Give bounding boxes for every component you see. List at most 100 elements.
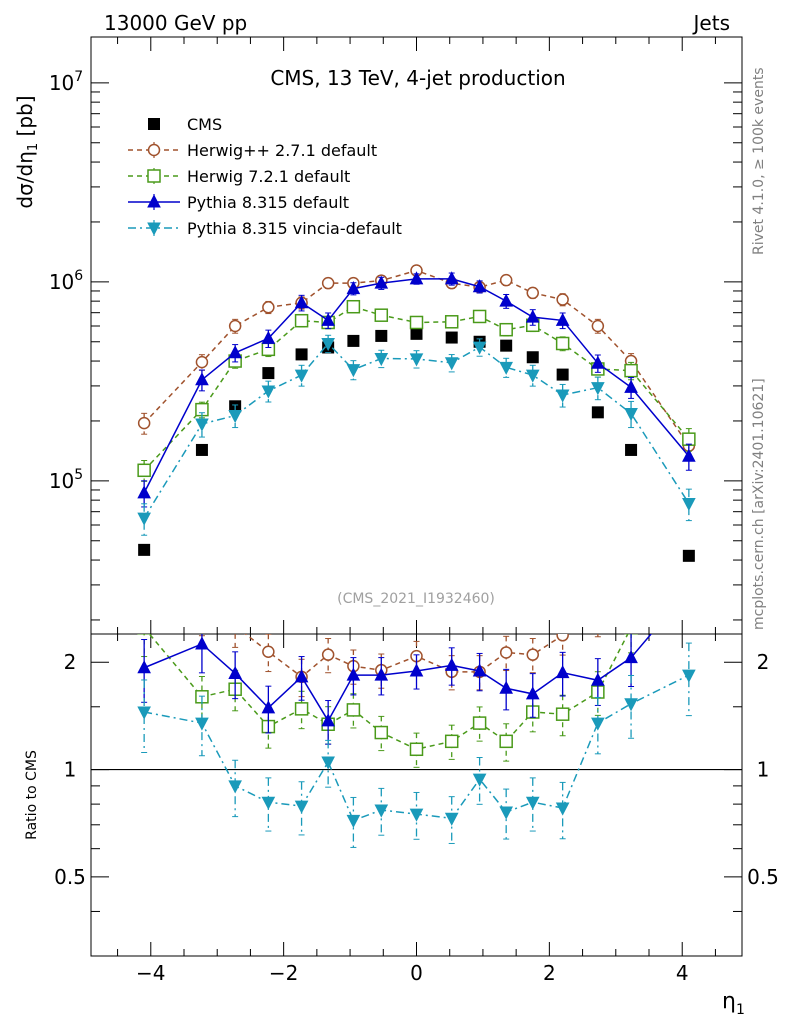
x-tick-label: 2	[543, 961, 556, 985]
ratio-point-herwig-2-7-1-default	[683, 566, 694, 577]
ratio-point-pythia-8-315-default	[444, 657, 459, 671]
data-point-herwig-2-7-1-default	[591, 319, 605, 333]
ratio-y-tick-label-right: 0.5	[747, 865, 779, 889]
data-point-herwig-2-7-1-default	[526, 286, 539, 300]
ratio-point-pythia-8-315-vincia-default	[195, 717, 209, 731]
data-point-pythia-8-315-default	[555, 312, 570, 326]
ratio-point-pythia-8-315-default	[683, 583, 695, 595]
data-point-pythia-8-315-default	[195, 372, 209, 386]
ratio-y-tick-label-left: 1	[64, 758, 77, 782]
ratio-point-pythia-8-315-vincia-default	[374, 804, 389, 818]
ratio-point-pythia-8-315-default	[591, 672, 605, 686]
data-point-pythia-8-315-vincia-default	[228, 410, 242, 424]
ratio-point-pythia-8-315-default	[624, 650, 638, 664]
data-point-herwig-2-7-1-default	[556, 293, 569, 306]
data-point-herwig-2-7-1-default	[499, 273, 513, 287]
data-point-pythia-8-315-vincia-default	[137, 512, 151, 526]
main-y-axis-label: dσ/dη1 [pb]	[13, 95, 41, 208]
ratio-point-pythia-8-315-default	[555, 665, 570, 679]
ratio-point-pythia-8-315-default	[472, 663, 487, 677]
ratio-point-herwig-2-7-1-default	[626, 605, 637, 616]
data-point-herwig-7-2-1-default	[374, 308, 389, 322]
main-y-tick-exponent: 5	[74, 467, 83, 483]
data-point-herwig-7-2-1-default	[294, 313, 309, 328]
data-point-pythia-8-315-default	[444, 271, 459, 285]
ratio-point-pythia-8-315-default	[321, 713, 335, 727]
data-point-pythia-8-315-default	[228, 345, 242, 359]
header-energy-label: 13000 GeV pp	[104, 11, 247, 35]
main-y-tick-exponent: 6	[74, 268, 83, 284]
ratio-point-pythia-8-315-vincia-default	[555, 802, 570, 816]
data-point-cms	[625, 443, 638, 456]
data-point-cms	[138, 543, 151, 556]
series-pythia-8-315-default	[137, 271, 696, 508]
ratio-data-marks	[137, 566, 696, 848]
data-point-pythia-8-315-vincia-default	[624, 408, 638, 422]
legend-label-herwig-2-7-1-default: Herwig++ 2.7.1 default	[187, 141, 377, 160]
mcplots-source-label: mcplots.cern.ch [arXiv:2401.10621]	[751, 378, 767, 630]
data-point-herwig-2-7-1-default	[321, 276, 335, 290]
data-point-pythia-8-315-default	[682, 448, 696, 462]
ratio-point-herwig-7-2-1-default	[624, 634, 638, 635]
data-point-herwig-7-2-1-default	[444, 315, 459, 329]
x-axis-label: η1	[722, 989, 745, 1018]
data-point-herwig-2-7-1-default	[195, 355, 209, 369]
data-point-pythia-8-315-vincia-default	[374, 352, 389, 367]
ratio-point-pythia-8-315-vincia-default	[444, 812, 459, 826]
ratio-point-herwig-7-2-1-default	[555, 707, 570, 721]
legend-entry-pythia-8-315-default: Pythia 8.315 default	[128, 193, 349, 212]
x-tick-label: −4	[136, 961, 165, 985]
legend-entry-pythia-8-315-vincia-default: Pythia 8.315 vincia-default	[128, 219, 402, 238]
ratio-point-pythia-8-315-vincia-default	[591, 717, 605, 731]
data-point-herwig-7-2-1-default	[624, 363, 638, 378]
legend-label-pythia-8-315-default: Pythia 8.315 default	[187, 193, 349, 212]
x-axis-label-main: η	[722, 989, 736, 1014]
data-point-herwig-2-7-1-default	[137, 416, 151, 430]
data-point-herwig-7-2-1-default	[555, 336, 570, 351]
ratio-y-axis-label: Ratio to CMS	[24, 750, 40, 840]
data-point-herwig-7-2-1-default	[409, 315, 424, 330]
x-axis-label-sub: 1	[736, 1002, 745, 1018]
legend-label-pythia-8-315-vincia-default: Pythia 8.315 vincia-default	[187, 219, 402, 238]
data-point-pythia-8-315-vincia-default	[321, 338, 335, 352]
data-point-pythia-8-315-default	[525, 309, 540, 323]
data-point-pythia-8-315-vincia-default	[444, 357, 459, 371]
ratio-point-herwig-2-7-1-default	[499, 646, 513, 659]
ratio-point-pythia-8-315-default	[228, 665, 242, 679]
data-point-cms	[347, 334, 360, 347]
ratio-point-herwig-7-2-1-default	[374, 725, 389, 740]
ratio-point-herwig-7-2-1-default	[444, 734, 459, 749]
ratio-y-tick-label-left: 0.5	[54, 865, 86, 889]
data-point-cms	[445, 331, 458, 344]
ratio-point-herwig-7-2-1-default	[499, 734, 513, 749]
data-point-pythia-8-315-default	[499, 293, 514, 307]
ratio-series-pythia-8-315-vincia-default	[137, 642, 696, 848]
main-y-tick-base: 10	[49, 71, 74, 95]
ratio-point-pythia-8-315-default	[346, 667, 361, 681]
data-point-pythia-8-315-vincia-default	[472, 341, 487, 355]
data-point-pythia-8-315-default	[321, 312, 335, 326]
x-tick-label: 0	[410, 961, 423, 985]
data-point-pythia-8-315-vincia-default	[261, 385, 276, 399]
main-y-tick-label: 107	[49, 69, 83, 95]
data-point-pythia-8-315-vincia-default	[294, 369, 309, 383]
ratio-point-pythia-8-315-default	[195, 636, 209, 650]
ratio-point-pythia-8-315-default	[525, 686, 540, 700]
rivet-version-label: Rivet 4.1.0, ≥ 100k events	[751, 67, 767, 255]
data-point-cms	[682, 549, 695, 562]
ratio-point-pythia-8-315-vincia-default	[346, 814, 361, 829]
ratio-point-pythia-8-315-default	[499, 680, 514, 694]
data-point-herwig-2-7-1-default	[228, 319, 242, 333]
data-point-pythia-8-315-default	[261, 330, 276, 344]
ratio-point-pythia-8-315-vincia-default	[294, 800, 309, 814]
x-tick-label: 4	[676, 961, 689, 985]
ratio-point-pythia-8-315-vincia-default	[409, 808, 424, 822]
legend-entry-herwig-7-2-1-default: Herwig 7.2.1 default	[128, 167, 350, 186]
ratio-point-pythia-8-315-vincia-default	[321, 756, 335, 770]
main-y-axis-label-unit: [pb]	[13, 95, 37, 142]
ratio-point-pythia-8-315-vincia-default	[137, 706, 151, 720]
ratio-point-pythia-8-315-vincia-default	[624, 698, 638, 712]
data-point-cms	[410, 327, 423, 340]
legend-marker-pythia-8-315-vincia-default	[147, 222, 161, 236]
